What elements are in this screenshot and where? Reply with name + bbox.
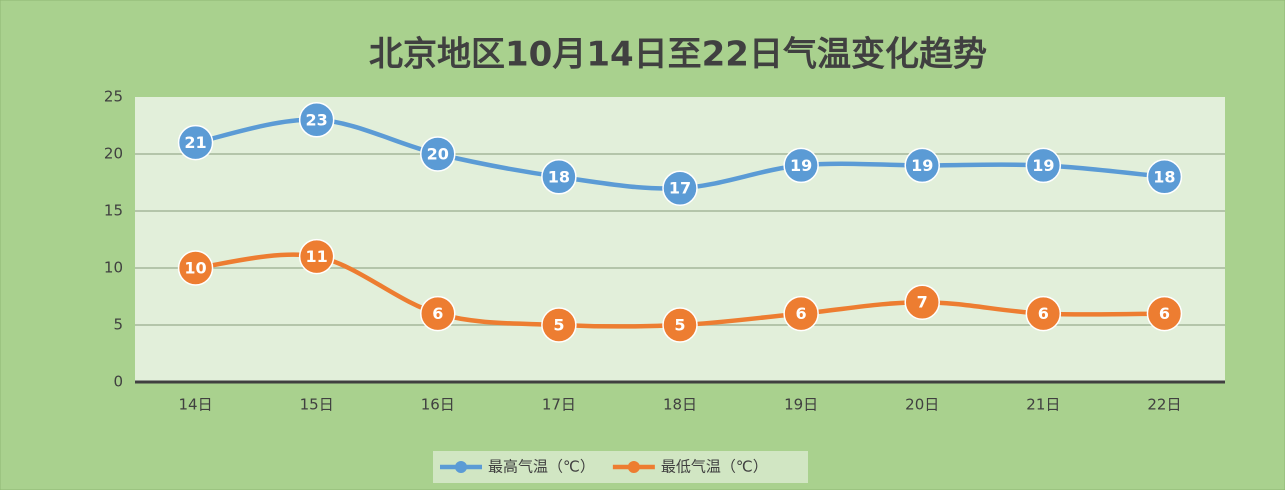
x-tick-label: 18日 (663, 396, 697, 414)
x-tick-label: 22日 (1147, 396, 1181, 414)
data-point (662, 307, 698, 343)
data-point (541, 159, 577, 195)
x-tick-label: 17日 (542, 396, 576, 414)
data-label: 18 (1153, 167, 1175, 186)
data-label: 23 (306, 110, 328, 129)
data-label: 6 (796, 304, 807, 323)
data-point (420, 295, 456, 332)
data-point (904, 147, 940, 184)
data-point (1146, 159, 1183, 195)
legend-label: 最低气温（℃） (661, 458, 768, 476)
data-label: 18 (548, 167, 570, 186)
x-tick-label: 16日 (421, 396, 455, 414)
data-point (420, 136, 456, 172)
data-point (783, 295, 819, 332)
data-label: 6 (432, 304, 443, 323)
data-point (177, 250, 214, 286)
y-tick-label: 5 (113, 316, 123, 334)
legend-label: 最高气温（℃） (488, 458, 595, 476)
data-label: 20 (427, 145, 449, 164)
chart-title: 北京地区10月14日至22日气温变化趋势 (369, 35, 987, 75)
y-tick-label: 0 (113, 373, 123, 391)
legend-marker (455, 461, 467, 473)
data-point (298, 238, 335, 275)
y-tick-label: 20 (104, 145, 123, 163)
data-label: 7 (917, 293, 928, 312)
data-point (1025, 295, 1062, 332)
data-label: 17 (669, 179, 691, 198)
data-point (298, 102, 335, 138)
data-point (1025, 147, 1062, 184)
x-tick-label: 14日 (179, 396, 213, 414)
y-tick-label: 25 (104, 88, 123, 106)
x-tick-label: 21日 (1026, 396, 1060, 414)
data-label: 19 (1032, 156, 1054, 175)
data-label: 6 (1038, 304, 1049, 323)
legend-marker (627, 461, 640, 473)
x-tick-label: 19日 (784, 396, 818, 414)
data-label: 5 (553, 316, 564, 335)
data-point (541, 307, 577, 343)
data-label: 19 (790, 156, 812, 175)
data-point (662, 170, 698, 206)
data-point (177, 124, 214, 161)
data-label: 21 (184, 133, 206, 152)
y-tick-label: 15 (104, 202, 123, 220)
data-label: 11 (306, 247, 328, 266)
data-point (1146, 295, 1183, 332)
data-label: 19 (911, 156, 933, 175)
x-tick-label: 15日 (300, 396, 334, 414)
data-label: 6 (1159, 304, 1170, 323)
x-tick-label: 20日 (905, 396, 939, 414)
data-point (904, 284, 940, 320)
data-point (783, 147, 819, 184)
data-label: 5 (674, 316, 685, 335)
y-tick-label: 10 (104, 259, 123, 277)
data-label: 10 (184, 259, 206, 278)
